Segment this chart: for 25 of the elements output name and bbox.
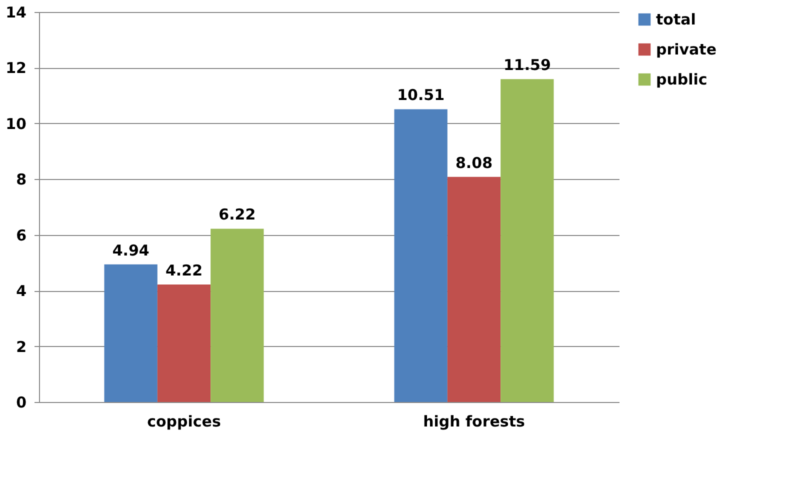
bar	[447, 176, 501, 402]
bar	[157, 284, 211, 402]
y-tick-label: 4	[16, 282, 26, 300]
y-tick-label: 8	[16, 170, 26, 189]
y-tick-label: 6	[16, 226, 26, 244]
x-tick-label: high forests	[423, 412, 526, 430]
bar	[104, 264, 158, 402]
data-label: 10.51	[397, 86, 445, 104]
data-label: 6.22	[218, 206, 256, 224]
bar	[500, 79, 554, 402]
y-tick-label: 10	[6, 114, 26, 133]
legend-label: private	[656, 40, 717, 58]
y-tick-label: 0	[16, 394, 26, 412]
legend-label: public	[656, 70, 708, 88]
data-label: 11.59	[503, 56, 551, 74]
y-tick-label: 2	[16, 338, 26, 356]
data-label: 4.94	[112, 241, 150, 260]
bar	[210, 228, 264, 402]
x-tick-label: coppices	[147, 412, 221, 430]
data-label: 4.22	[165, 261, 203, 280]
data-label: 8.08	[455, 154, 493, 172]
y-tick-label: 12	[6, 59, 26, 78]
y-tick-label: 14	[6, 4, 26, 22]
bar	[394, 109, 448, 402]
legend-label: total	[656, 10, 696, 28]
